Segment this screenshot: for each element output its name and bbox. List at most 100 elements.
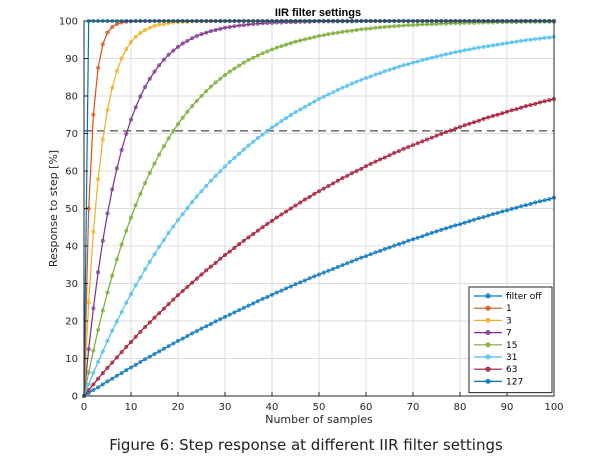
data-point [476, 118, 481, 123]
data-point [354, 168, 359, 174]
data-point [124, 47, 129, 52]
data-point [114, 257, 119, 262]
data-point [147, 354, 152, 359]
data-point [251, 301, 256, 306]
data-point [462, 123, 467, 128]
data-point [274, 45, 279, 50]
data-point [312, 99, 317, 104]
x-tick-label: 70 [407, 402, 420, 413]
data-point [100, 371, 105, 376]
x-tick-label: 20 [172, 402, 185, 413]
data-point [194, 194, 199, 199]
data-point [495, 112, 500, 117]
data-point [175, 122, 181, 127]
data-point [335, 264, 340, 270]
legend-marker [485, 342, 491, 348]
data-point [279, 119, 284, 124]
data-point [302, 104, 307, 109]
data-point [345, 29, 350, 34]
data-point [537, 199, 542, 204]
data-point [547, 35, 552, 40]
data-point [147, 320, 152, 325]
y-tick-label: 30 [65, 279, 78, 290]
data-point [415, 141, 420, 146]
data-point [387, 24, 392, 29]
data-point [302, 37, 307, 42]
data-point [194, 276, 199, 281]
data-point [114, 68, 119, 73]
data-point [368, 74, 373, 79]
legend-item: 127 [474, 377, 523, 387]
data-point [467, 47, 472, 52]
legend-marker [485, 293, 491, 299]
data-point [382, 155, 387, 160]
data-point [457, 49, 463, 54]
data-point [481, 116, 486, 121]
data-point [152, 351, 157, 357]
data-point [152, 161, 157, 166]
data-point [213, 80, 218, 85]
data-point [185, 206, 190, 211]
y-tick-label: 100 [59, 17, 78, 28]
data-point [185, 333, 190, 339]
data-point [199, 189, 204, 194]
data-point [100, 42, 105, 47]
data-point [96, 270, 101, 275]
data-point [335, 178, 340, 183]
data-point [298, 107, 303, 112]
data-point [509, 206, 514, 211]
data-point [302, 278, 307, 283]
data-point [533, 200, 538, 205]
data-point [114, 373, 119, 378]
data-point [213, 27, 218, 33]
data-point [363, 26, 369, 31]
data-point [434, 133, 439, 138]
legend-marker [485, 378, 491, 384]
data-point [481, 44, 486, 49]
data-point [316, 189, 322, 194]
x-tick-label: 50 [313, 402, 326, 413]
data-point [396, 23, 401, 28]
data-point [368, 26, 373, 31]
data-point [326, 183, 331, 189]
data-point [382, 69, 387, 74]
data-point [157, 22, 162, 27]
data-point [368, 252, 373, 257]
data-point [288, 41, 293, 46]
figure-caption: Figure 6: Step response at different IIR… [109, 436, 503, 454]
data-point [138, 359, 143, 364]
data-point [119, 309, 124, 315]
data-point [373, 159, 378, 164]
data-point [194, 33, 199, 39]
data-point [157, 349, 162, 354]
data-point [133, 203, 138, 208]
y-tick-label: 0 [72, 392, 78, 403]
data-point [119, 350, 124, 355]
data-point [222, 164, 228, 169]
data-point [194, 98, 199, 103]
data-point [119, 242, 124, 247]
data-point [100, 382, 105, 387]
data-point [307, 276, 312, 281]
data-point [86, 370, 91, 375]
data-point [443, 226, 448, 231]
data-point [147, 259, 152, 264]
legend-label: 1 [506, 304, 512, 314]
data-point [227, 24, 232, 30]
data-point [439, 53, 444, 58]
data-point [490, 43, 495, 48]
data-point [509, 40, 514, 45]
data-point [199, 93, 204, 99]
data-point [514, 39, 519, 44]
data-point [237, 242, 242, 247]
data-point [110, 24, 115, 30]
data-point [199, 272, 204, 277]
data-point [152, 23, 157, 28]
data-point [114, 319, 119, 324]
data-point [213, 260, 218, 265]
data-point [190, 36, 195, 41]
data-point [392, 150, 397, 156]
data-point [251, 231, 256, 237]
data-point [190, 200, 195, 205]
data-point [241, 60, 246, 65]
